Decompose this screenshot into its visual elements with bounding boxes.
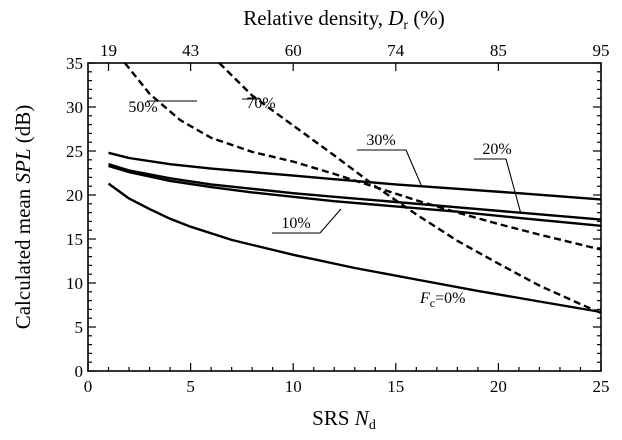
annotation-70: 70%: [246, 95, 275, 112]
x-tick-label: 5: [186, 377, 195, 396]
series-line-50: [123, 62, 602, 251]
annotation-10: 10%: [281, 215, 310, 232]
y-tick-label: 10: [66, 274, 83, 293]
series-line-30: [108, 151, 602, 201]
top-tick-label: 85: [490, 41, 507, 60]
series-line-70: [218, 62, 602, 315]
x-axis-title: SRS Nd: [312, 406, 376, 433]
y-tick-label: 20: [66, 186, 83, 205]
top-tick-label: 43: [182, 41, 199, 60]
x-tick-label: 15: [387, 377, 404, 396]
series-lines: [107, 62, 602, 315]
leader-10: [272, 208, 342, 234]
x-tick-label: 20: [490, 377, 507, 396]
top-tick-label: 74: [387, 41, 405, 60]
y-tick-label: 0: [75, 362, 84, 381]
y-tick-label: 35: [66, 54, 83, 73]
leader-30: [357, 149, 423, 188]
y-tick-label: 15: [66, 230, 83, 249]
plot-frame: [87, 62, 602, 372]
series-line-fc0: [107, 182, 602, 314]
y-axis-title: Calculated mean SPL (dB): [11, 105, 35, 330]
axis-ticks: [87, 62, 602, 372]
x-tick-label: 10: [285, 377, 302, 396]
y-tick-label: 5: [75, 318, 84, 337]
top-tick-label: 95: [593, 41, 610, 60]
top-tick-label: 60: [285, 41, 302, 60]
annotation-fc0: Fc=0%: [419, 290, 465, 310]
annotation-30: 30%: [366, 132, 395, 149]
y-tick-label: 25: [66, 142, 83, 161]
series-line-10: [108, 164, 602, 227]
annotation-50: 50%: [128, 99, 157, 116]
x-tick-label: 0: [84, 377, 93, 396]
annotation-leaders: [147, 98, 522, 234]
y-tick-label: 30: [66, 98, 83, 117]
leader-20: [474, 158, 522, 215]
top-axis-title: Relative density, Dr (%): [243, 6, 445, 33]
tick-labels: 0 5 10 15 20 25 0 5 10 15 20 25 30 35 19 43 60 74 85 95: [66, 41, 610, 396]
series-line-20: [108, 163, 602, 221]
x-tick-label: 25: [593, 377, 610, 396]
top-tick-label: 19: [100, 41, 117, 60]
annotation-20: 20%: [482, 141, 511, 158]
